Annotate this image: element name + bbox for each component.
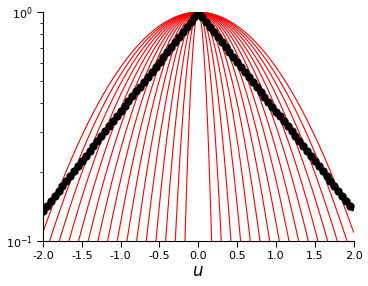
X-axis label: $u$: $u$ <box>192 263 204 281</box>
